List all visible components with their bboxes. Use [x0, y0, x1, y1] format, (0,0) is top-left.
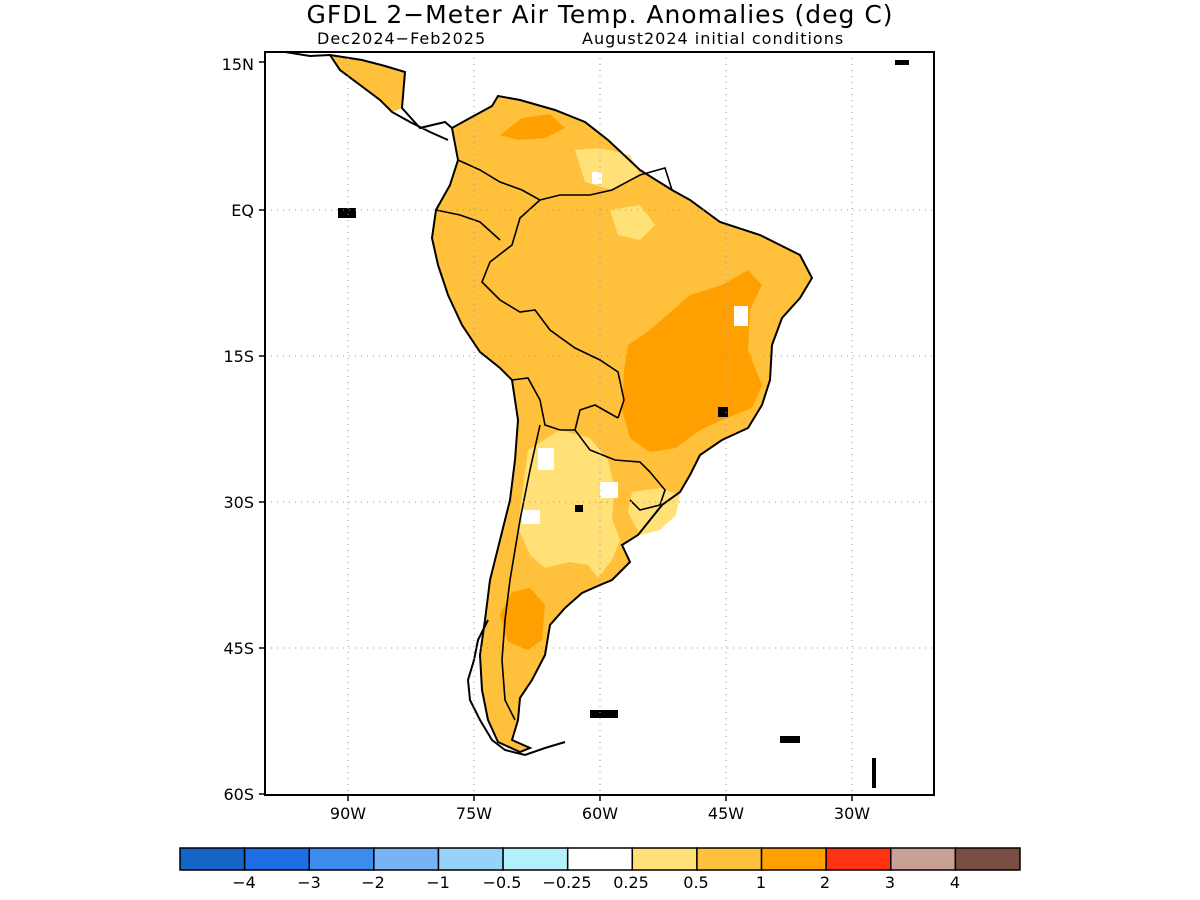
uruguay-anomaly-0.25-0.5 [628, 488, 680, 535]
lon-label-45w: 45W [708, 804, 744, 823]
colorbar-label: 1 [756, 873, 766, 892]
colorbar-swatch [502, 847, 569, 871]
neutral-spot [522, 510, 540, 524]
colorbar-swatch [308, 847, 375, 871]
lat-label-60s: 60S [223, 785, 254, 804]
map-title: GFDL 2−Meter Air Temp. Anomalies (deg C) [306, 0, 894, 29]
colorbar-label: 0.5 [683, 873, 708, 892]
colorbar-labels: −4 −3 −2 −1 −0.5 −0.25 0.25 0.5 1 2 3 4 [232, 873, 960, 892]
country-borders [435, 159, 673, 721]
neutral-spot [600, 482, 618, 498]
neutral-spot [538, 448, 554, 470]
colorbar-swatch [890, 847, 957, 871]
lat-label-45s: 45S [223, 639, 254, 658]
colorbar-swatch [179, 847, 246, 871]
colorbar-label: −2 [361, 873, 385, 892]
lon-label-60w: 60W [582, 804, 618, 823]
colorbar-label: −1 [426, 873, 450, 892]
colorbar-label: 0.25 [613, 873, 649, 892]
forecast-period: Dec2024−Feb2025 [317, 29, 487, 48]
brazil-anomaly-1-2 [622, 270, 762, 452]
lat-label-eq: EQ [231, 201, 254, 220]
colorbar-swatch [954, 847, 1021, 871]
amazon-anomaly-0.25-0.5 [610, 205, 655, 240]
tick-marks [259, 61, 853, 801]
south-america-anomaly-0.5-1 [432, 96, 812, 752]
south-america-coastline [430, 94, 814, 754]
lat-label-30s: 30S [223, 493, 254, 512]
colorbar-label: −0.5 [483, 873, 522, 892]
north-anomaly-1-2 [500, 114, 565, 140]
guiana-anomaly-0.25-0.5 [575, 148, 640, 190]
colorbar-label: −4 [232, 873, 256, 892]
colorbar-swatch [825, 847, 892, 871]
lat-label-15s: 15S [223, 347, 254, 366]
colorbar-swatch [243, 847, 310, 871]
colorbar-swatch [760, 847, 827, 871]
central-america-coastline [284, 52, 453, 141]
colorbar [179, 847, 1021, 871]
neutral-spot [734, 306, 748, 326]
initial-conditions: August2024 initial conditions [582, 29, 845, 48]
lon-label-30w: 30W [834, 804, 870, 823]
colorbar-label: −0.25 [542, 873, 591, 892]
lon-label-90w: 90W [330, 804, 366, 823]
neutral-spot [592, 172, 602, 184]
colorbar-label: −3 [297, 873, 321, 892]
colorbar-label: 3 [885, 873, 895, 892]
colorbar-swatch [437, 847, 504, 871]
colorbar-label: 2 [820, 873, 830, 892]
colorbar-label: 4 [950, 873, 960, 892]
chile-coast-islands [466, 619, 566, 757]
colorbar-swatch [696, 847, 763, 871]
islands [338, 60, 909, 788]
patagonia-anomaly-1-2 [500, 588, 545, 650]
lon-label-75w: 75W [456, 804, 492, 823]
colorbar-swatch [631, 847, 698, 871]
colorbar-swatch [566, 847, 634, 871]
lat-label-15n: 15N [222, 55, 254, 74]
central-america-anomaly [330, 55, 405, 112]
colorbar-swatch [373, 847, 440, 871]
